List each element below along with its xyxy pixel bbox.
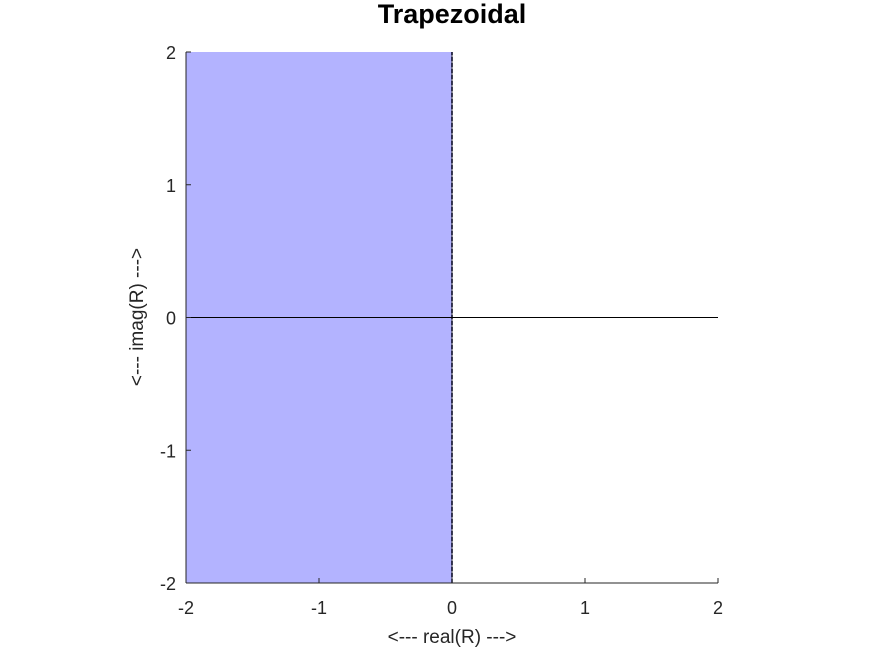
plot-area: -2 -1 0 1 2 -2 -1 0 1 2 [160,43,723,618]
x-tick-label: -1 [311,598,327,618]
y-tick-label: -1 [160,441,176,461]
y-tick-label: 1 [166,176,176,196]
x-axis-label: <--- real(R) ---> [388,627,517,648]
y-tick-label: 0 [166,309,176,329]
x-tick-label: 1 [580,598,590,618]
y-axis-label: <--- imag(R) ---> [127,248,148,386]
x-tick-label: 2 [713,598,723,618]
chart-title: Trapezoidal [378,0,527,29]
y-tick-label: 2 [166,43,176,63]
x-tick-label: -2 [178,598,194,618]
y-tick-label: -2 [160,574,176,594]
x-tick-label: 0 [447,598,457,618]
